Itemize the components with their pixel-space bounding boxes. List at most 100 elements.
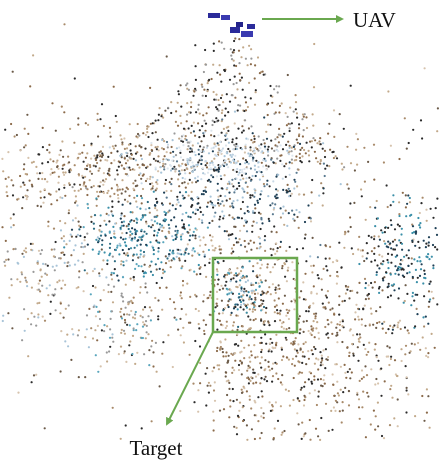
point xyxy=(229,298,231,300)
point xyxy=(132,335,134,337)
point xyxy=(66,265,68,267)
point xyxy=(125,307,127,309)
point xyxy=(156,234,158,236)
point xyxy=(358,263,360,265)
point xyxy=(299,143,301,145)
point xyxy=(53,228,55,230)
point xyxy=(47,161,49,163)
point xyxy=(156,371,158,373)
point xyxy=(289,147,291,149)
point xyxy=(288,390,290,392)
point xyxy=(52,266,54,268)
point xyxy=(200,140,202,142)
point xyxy=(381,323,383,325)
point xyxy=(47,265,49,267)
point xyxy=(406,148,408,150)
point xyxy=(207,172,209,174)
point xyxy=(129,202,131,204)
point xyxy=(10,278,12,280)
point xyxy=(217,152,219,154)
point xyxy=(135,311,137,313)
point xyxy=(225,375,227,377)
point xyxy=(395,256,397,258)
point xyxy=(327,133,329,135)
point xyxy=(144,264,146,266)
point xyxy=(155,131,157,133)
point xyxy=(294,269,296,271)
point xyxy=(38,289,40,291)
point xyxy=(170,101,172,103)
point xyxy=(188,322,190,324)
point xyxy=(192,234,194,236)
point xyxy=(148,207,150,209)
point xyxy=(190,141,192,143)
point xyxy=(226,199,228,201)
point xyxy=(6,195,8,197)
point xyxy=(117,173,119,175)
point xyxy=(124,241,126,243)
point xyxy=(398,287,400,289)
point xyxy=(275,242,277,244)
point xyxy=(134,180,136,182)
point xyxy=(120,332,122,334)
point xyxy=(259,267,261,269)
point xyxy=(235,178,237,180)
point xyxy=(238,364,240,366)
point xyxy=(173,301,175,303)
point xyxy=(308,330,310,332)
point xyxy=(281,359,283,361)
point xyxy=(199,345,201,347)
point xyxy=(83,290,85,292)
point xyxy=(196,273,198,275)
point xyxy=(21,253,23,255)
point xyxy=(251,155,253,157)
point xyxy=(179,259,181,261)
point xyxy=(283,133,285,135)
point xyxy=(241,131,243,133)
point xyxy=(303,435,305,437)
point xyxy=(397,398,399,400)
point xyxy=(217,364,219,366)
point xyxy=(384,380,386,382)
point xyxy=(206,367,208,369)
point xyxy=(168,224,170,226)
point xyxy=(243,303,245,305)
point xyxy=(276,136,278,138)
point xyxy=(176,196,178,198)
point xyxy=(2,170,4,172)
point xyxy=(289,174,291,176)
point xyxy=(320,182,322,184)
point xyxy=(162,160,164,162)
point xyxy=(248,378,250,380)
point xyxy=(120,138,122,140)
point xyxy=(413,300,415,302)
point xyxy=(182,213,184,215)
point xyxy=(323,163,325,165)
point xyxy=(140,253,142,255)
point xyxy=(200,211,202,213)
point xyxy=(90,221,92,223)
point xyxy=(249,361,251,363)
point xyxy=(97,311,99,313)
point xyxy=(123,330,125,332)
point xyxy=(343,247,345,249)
point xyxy=(103,289,105,291)
point xyxy=(349,202,351,204)
point xyxy=(308,306,310,308)
point xyxy=(264,142,266,144)
point xyxy=(380,229,382,231)
point xyxy=(294,340,296,342)
point xyxy=(23,256,25,258)
point xyxy=(317,161,319,163)
point xyxy=(203,150,205,152)
point xyxy=(222,217,224,219)
point xyxy=(133,297,135,299)
point xyxy=(27,355,29,357)
point xyxy=(288,153,290,155)
point xyxy=(298,400,300,402)
point xyxy=(287,267,289,269)
point xyxy=(292,218,294,220)
point xyxy=(162,163,164,165)
point xyxy=(105,235,107,237)
uav-label: UAV xyxy=(353,8,396,32)
